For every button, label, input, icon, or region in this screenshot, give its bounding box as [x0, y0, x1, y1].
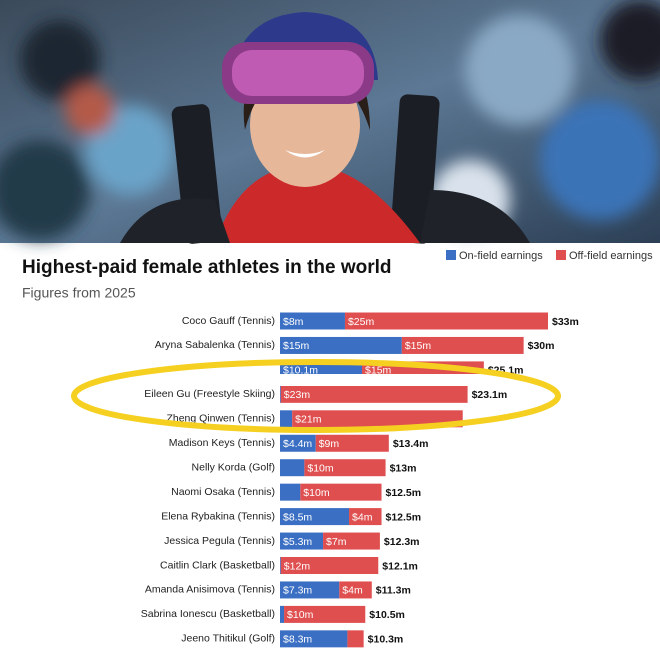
bar-segment — [300, 483, 382, 501]
value-label: $4m — [342, 585, 363, 597]
category-label: Coco Gauff (Tennis) — [182, 315, 275, 327]
value-label: $10m — [303, 487, 330, 499]
category-label: Amanda Anisimova (Tennis) — [145, 584, 275, 596]
value-label: $15m — [283, 340, 310, 352]
value-label: $9m — [319, 438, 340, 450]
legend-swatch — [446, 250, 456, 260]
bar-segment — [280, 630, 348, 648]
bar-segment — [280, 483, 301, 501]
chart-subtitle: Figures from 2025 — [22, 285, 136, 301]
total-label: $23.1m — [472, 389, 508, 401]
value-label: $23m — [284, 389, 311, 401]
legend: On-field earnings Off-field earnings — [446, 250, 653, 262]
total-label: $13m — [390, 462, 417, 474]
bar-segment — [280, 557, 379, 574]
category-label: Nelly Korda (Golf) — [192, 461, 275, 473]
bar-segment — [280, 336, 402, 354]
bar-segment — [347, 630, 364, 648]
bar-segment — [280, 557, 281, 574]
bar-segment — [304, 459, 386, 477]
bar-segment — [280, 434, 316, 452]
photo — [0, 0, 660, 244]
highlight — [71, 359, 561, 433]
value-label: $12m — [284, 560, 311, 572]
bar-segment — [401, 336, 524, 354]
category-label: Jeeno Thitikul (Golf) — [181, 633, 275, 645]
value-label: $5.3m — [283, 536, 312, 548]
bar-segment — [280, 312, 345, 330]
value-label: $10m — [307, 462, 334, 474]
bar-segment — [280, 410, 293, 428]
legend-label: Off-field earnings — [569, 250, 653, 262]
total-label: $12.5m — [386, 487, 422, 499]
bar-segment — [344, 312, 548, 330]
value-label: $25m — [348, 316, 375, 328]
bar-segment — [323, 532, 380, 550]
bar-segment — [280, 581, 340, 599]
value-label: $15m — [365, 365, 392, 377]
total-label: $30m — [528, 340, 555, 352]
value-label: $15m — [405, 340, 432, 352]
crop-cover — [150, 374, 550, 386]
category-label: Naomi Osaka (Tennis) — [171, 486, 275, 498]
legend-label: On-field earnings — [459, 250, 543, 262]
total-label: $12.1m — [382, 560, 418, 572]
value-label: $10m — [287, 609, 314, 621]
total-label: $10.3m — [368, 634, 404, 646]
bars: Coco Gauff (Tennis) $8m $25m $33m Aryna Saba… — [141, 312, 579, 648]
value-label: $4.4m — [283, 438, 312, 450]
bar-segment — [292, 410, 463, 428]
bar-segment — [339, 581, 372, 599]
category-label: Eileen Gu (Freestyle Skiing) — [144, 388, 275, 400]
total-label: $10.5m — [369, 609, 405, 621]
value-label: $7m — [326, 536, 347, 548]
bar-segment — [315, 434, 389, 452]
bar-segment — [280, 532, 324, 550]
bar-segment — [349, 508, 382, 526]
value-label: $4m — [352, 511, 373, 523]
total-label: $13.4m — [393, 438, 429, 450]
value-label: $8.5m — [283, 511, 312, 523]
bar-segment — [280, 605, 285, 623]
category-label: Madison Keys (Tennis) — [169, 437, 275, 449]
category-label: Zheng Qinwen (Tennis) — [166, 413, 275, 425]
bar-segment — [280, 385, 281, 403]
category-label: Sabrina Ionescu (Basketball) — [141, 608, 275, 620]
value-label: $21m — [295, 414, 322, 426]
category-label: Caitlin Clark (Basketball) — [160, 559, 275, 571]
legend-swatch — [556, 250, 566, 260]
value-label: $8.3m — [283, 634, 312, 646]
total-label: $11.3m — [376, 585, 411, 597]
total-label: $12.5m — [386, 511, 422, 523]
total-label: $33m — [552, 316, 579, 328]
bar-segment — [280, 508, 350, 526]
chart-title: Highest-paid female athletes in the worl… — [22, 257, 392, 278]
bar-segment — [280, 385, 468, 403]
category-label: Elena Rybakina (Tennis) — [161, 510, 275, 522]
category-label: Jessica Pegula (Tennis) — [164, 535, 275, 547]
bar-segment — [280, 459, 305, 477]
bar-segment — [284, 605, 366, 623]
total-label: $12.3m — [384, 536, 420, 548]
value-label: $8m — [283, 316, 304, 328]
value-label: $7.3m — [283, 585, 312, 597]
category-label: Aryna Sabalenka (Tennis) — [155, 339, 275, 351]
value-label: $10.1m — [283, 365, 318, 377]
